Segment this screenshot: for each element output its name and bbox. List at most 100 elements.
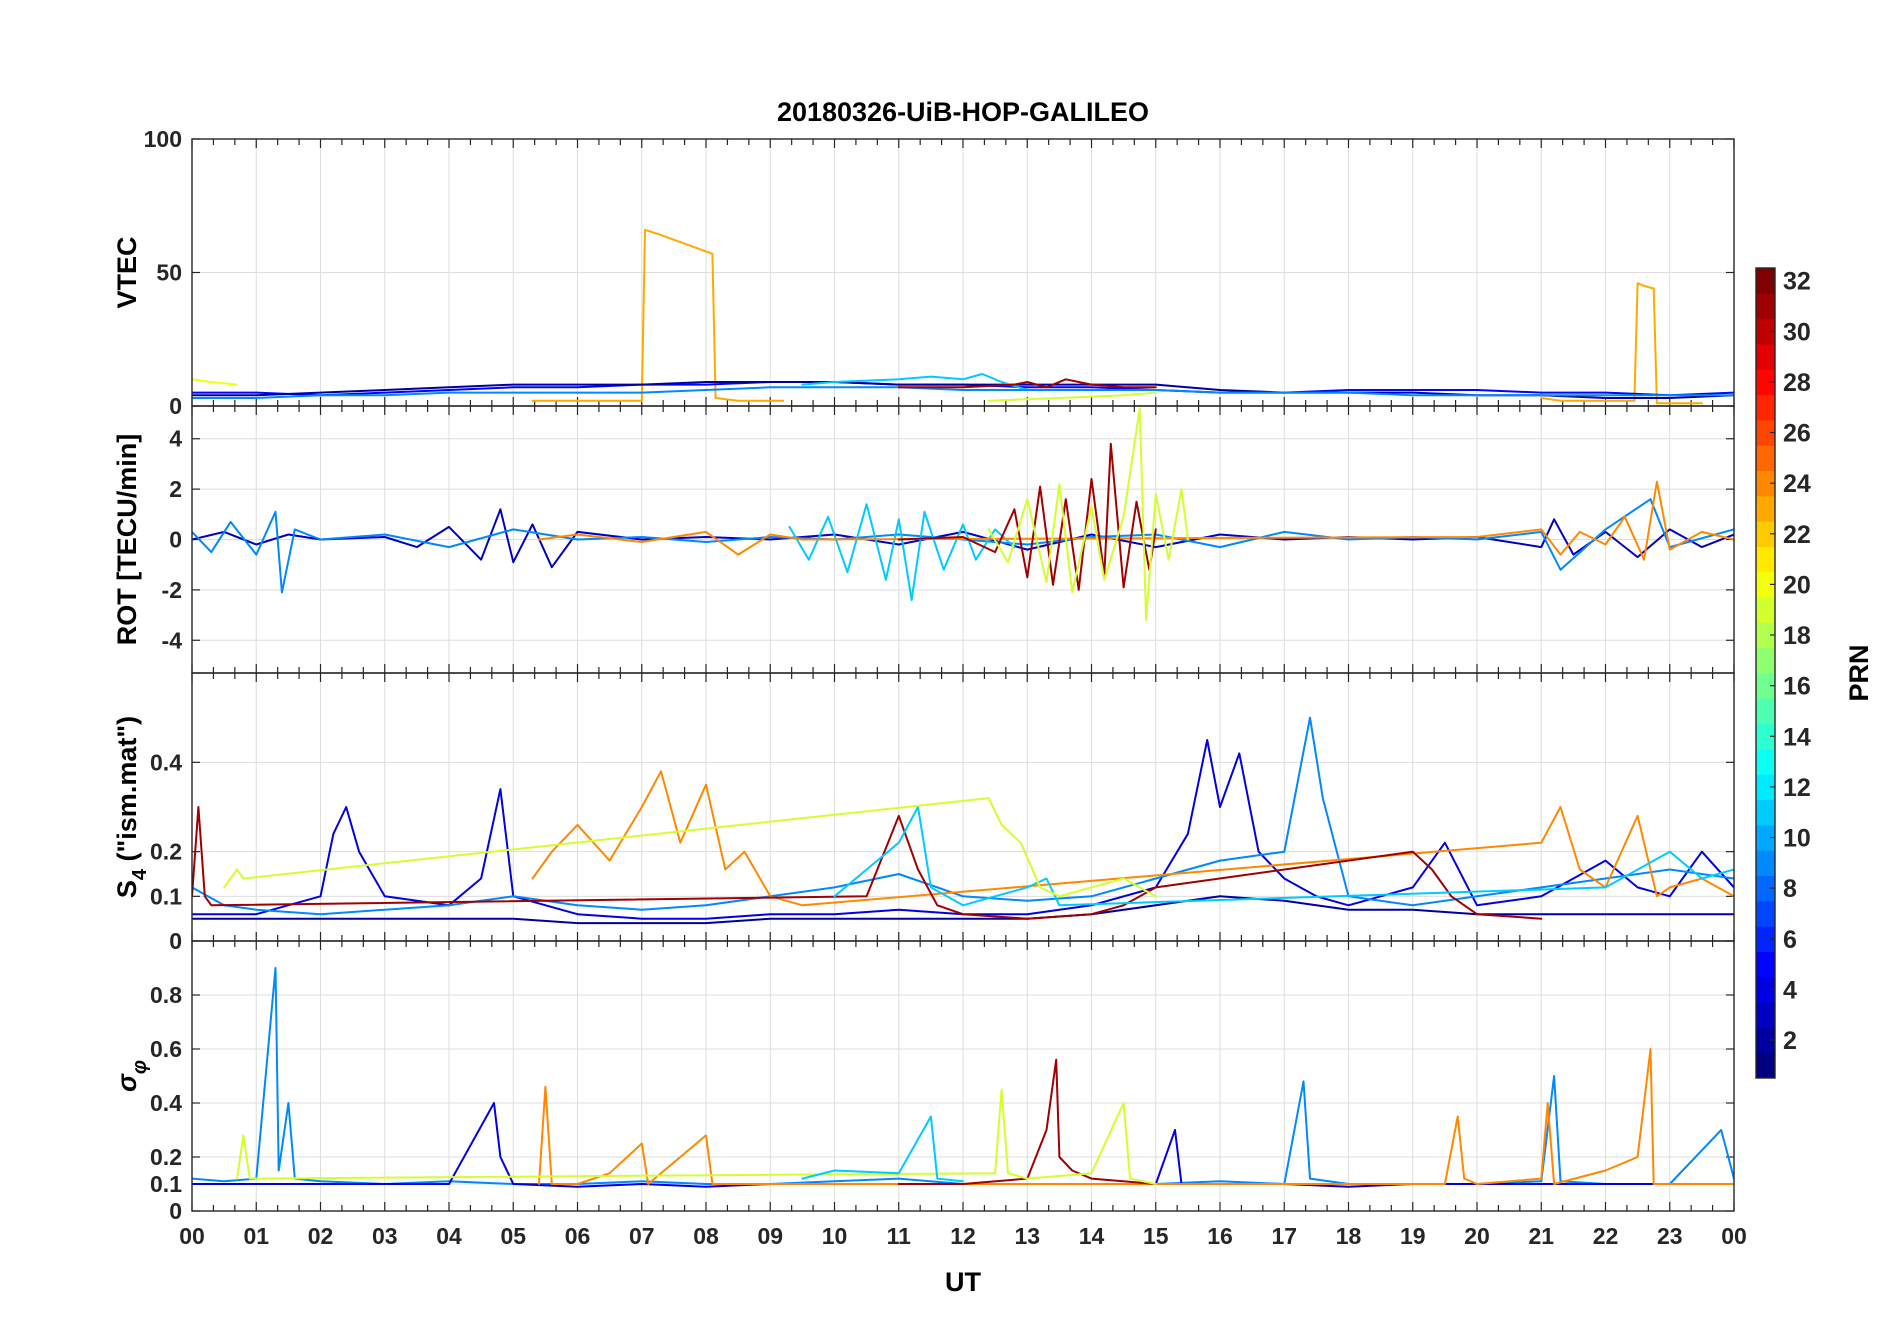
y-tick-label: 0 [169, 527, 182, 553]
series-group [192, 716, 1734, 925]
series-line-prn-11 [801, 373, 1029, 391]
colorbar-segment [1756, 445, 1775, 471]
series-line-prn-11 [801, 1115, 964, 1183]
colorbar-tick-label: 24 [1783, 470, 1811, 498]
series-line-prn-23 [1540, 282, 1703, 405]
colorbar-tick-label: 8 [1783, 875, 1797, 903]
colorbar-segment [1756, 293, 1775, 320]
colorbar-tick-label: 2 [1783, 1027, 1797, 1055]
colorbar-tick-label: 10 [1783, 825, 1811, 853]
y-tick-label: 100 [144, 126, 182, 152]
panel-sigma_phi: 00.10.2 0.4 0.6 0.8 σφ [112, 940, 1735, 1224]
x-tick-label: 14 [1079, 1223, 1105, 1249]
series-line-prn-11 [788, 503, 1016, 601]
colorbar-segment [1756, 1027, 1775, 1054]
series-line-prn-19 [236, 1088, 1157, 1185]
y-axis-label: S4 ("ism.mat") [112, 716, 151, 898]
y-tick-label: 0 [169, 393, 182, 419]
colorbar-segment [1756, 369, 1775, 396]
x-tick-label: 11 [887, 1223, 912, 1249]
y-tick-label: -2 [162, 577, 182, 603]
series-line-prn-19 [223, 797, 1157, 898]
colorbar-tick-label: 16 [1783, 673, 1811, 701]
colorbar-segment [1756, 976, 1775, 1003]
colorbar-segment [1756, 900, 1775, 927]
y-axis-label: VTEC [112, 236, 142, 308]
series-line-prn-24 [538, 480, 1734, 561]
colorbar-label: PRN [1844, 644, 1874, 701]
series-line-prn-31 [192, 806, 1543, 920]
colorbar-segment [1756, 1052, 1775, 1079]
colorbar-segment [1756, 723, 1775, 750]
colorbar-segment [1756, 268, 1775, 294]
y-tick-label: 0.4 [150, 1090, 182, 1116]
series-line-prn-31 [897, 1058, 1157, 1185]
colorbar-frame [1755, 267, 1776, 1079]
x-tick-label: 23 [1657, 1223, 1683, 1249]
colorbar-segment [1756, 799, 1775, 826]
colorbar-segment [1756, 673, 1775, 699]
x-tick-label: 00 [179, 1223, 205, 1249]
axes-frame [191, 940, 1735, 1212]
series-group [192, 407, 1734, 622]
colorbar-tick-label: 22 [1783, 521, 1811, 549]
y-tick-label: 0 [169, 1198, 182, 1224]
series-line-prn-9 [192, 386, 1734, 399]
colorbar-tick-label: 28 [1783, 369, 1811, 397]
colorbar-segment [1756, 774, 1775, 801]
colorbar-segment [1756, 698, 1775, 725]
y-axis-label: σφ [112, 1060, 151, 1092]
colorbar-segment [1756, 419, 1775, 446]
panel-s4: 00.10.20.4S4 ("ism.mat") [112, 672, 1735, 954]
y-tick-label: 50 [156, 260, 182, 286]
series-group [192, 967, 1734, 1188]
x-tick-label: 02 [308, 1223, 334, 1249]
colorbar-tick-label: 6 [1783, 926, 1797, 954]
y-axis-label: ROT [TECU/min] [112, 434, 142, 645]
x-tick-label: 19 [1400, 1223, 1426, 1249]
colorbar-tick-label: 4 [1783, 976, 1797, 1004]
x-tick-label: 00 [1721, 1223, 1747, 1249]
x-tick-label: 16 [1207, 1223, 1233, 1249]
x-tick-label: 12 [950, 1223, 976, 1249]
colorbar-segment [1756, 318, 1775, 345]
x-tick-label: 05 [500, 1223, 526, 1249]
colorbar-segment [1756, 546, 1775, 573]
y-axis-label-sub: 4 [129, 868, 151, 880]
colorbar-segment [1756, 926, 1775, 952]
series-line-prn-24 [531, 770, 1734, 907]
x-tick-label: 04 [436, 1223, 462, 1249]
x-tick-label: 08 [693, 1223, 719, 1249]
x-tick-label: 09 [757, 1223, 783, 1249]
y-tick-label: 0.8 [150, 982, 182, 1008]
y-axis-label-sub: φ [129, 1060, 151, 1074]
y-axis-label-main: ROT [TECU/min] [112, 434, 142, 645]
x-tick-label: 06 [565, 1223, 591, 1249]
y-tick-label: 0.2 [150, 1144, 182, 1170]
x-axis-label: UT [945, 1267, 981, 1297]
x-tick-label: 17 [1271, 1223, 1297, 1249]
series-line-prn-11 [833, 806, 1734, 907]
y-tick-label: 0.1 [150, 883, 182, 909]
y-tick-label: 0.4 [150, 749, 182, 775]
y-tick-label: 4 [169, 426, 182, 452]
series-group [192, 228, 1734, 405]
colorbar-segment [1756, 470, 1775, 497]
colorbar-segment [1756, 622, 1775, 649]
y-tick-label: -4 [162, 627, 183, 653]
colorbar-segment [1756, 850, 1775, 876]
y-axis-label-main: S [112, 880, 142, 898]
y-tick-label: 2 [169, 476, 182, 502]
colorbar-tick-label: 26 [1783, 420, 1811, 448]
colorbar-segment [1756, 597, 1775, 623]
y-axis-label-main: VTEC [112, 236, 142, 308]
colorbar-tick-label: 12 [1783, 774, 1811, 802]
colorbar-tick-label: 20 [1783, 571, 1811, 599]
y-axis-label-main: σ [112, 1073, 142, 1092]
colorbar-segment [1756, 875, 1775, 902]
x-tick-label: 03 [372, 1223, 398, 1249]
